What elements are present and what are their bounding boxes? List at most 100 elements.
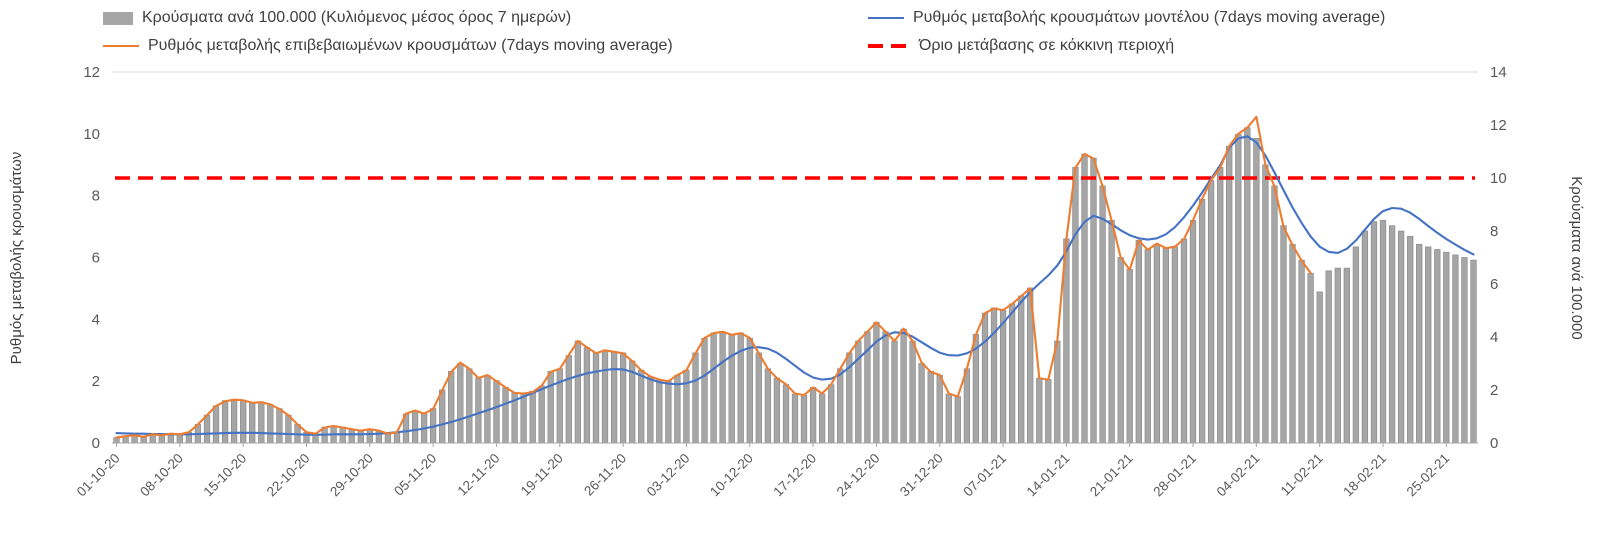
x-axis-tick-label: 28-01-21	[1150, 451, 1199, 500]
left-axis-tick-label: 6	[92, 250, 100, 267]
bar	[1235, 133, 1242, 444]
right-axis-tick-label: 4	[1490, 329, 1498, 346]
bar	[656, 379, 663, 444]
bars-series	[113, 127, 1477, 444]
left-axis-tick-label: 8	[92, 188, 100, 205]
bar	[954, 396, 961, 444]
legend-item-model-line: Ρυθμός μεταβολής κρουσμάτων μοντέλου (7d…	[868, 6, 1385, 30]
bar	[1397, 230, 1405, 444]
x-axis-tick-label: 18-02-21	[1340, 451, 1389, 500]
model-line	[115, 135, 1475, 436]
bar	[448, 371, 455, 444]
bar	[719, 331, 726, 444]
bar	[1244, 127, 1251, 444]
bar	[674, 375, 681, 444]
bar	[909, 340, 916, 444]
bar	[1461, 257, 1468, 444]
bar	[475, 377, 482, 444]
bar	[1008, 303, 1016, 444]
bar	[1171, 246, 1179, 444]
left-axis-tick-label: 0	[92, 435, 100, 452]
bar	[258, 401, 265, 444]
bar	[529, 390, 536, 444]
bar	[1135, 239, 1142, 444]
bar	[1180, 238, 1188, 444]
bar	[1090, 157, 1097, 444]
bar	[782, 384, 790, 444]
x-axis-tick-label: 03-12-20	[644, 451, 693, 500]
bar	[1162, 247, 1170, 444]
x-axis-tick-label: 21-01-21	[1087, 451, 1136, 500]
right-axis-ticks: 0 2 4 6 8 10 12 14	[1490, 64, 1507, 452]
legend-item-threshold: Όριο μετάβασης σε κόκκινη περιοχή	[868, 34, 1174, 58]
right-axis-title: Κρούσματα ανά 100.000	[1568, 176, 1585, 339]
left-axis-title: Ρυθμός μεταβολής κρουσμάτων	[8, 152, 25, 365]
bar	[1379, 220, 1387, 444]
bar	[1045, 379, 1052, 444]
bar	[1153, 243, 1161, 444]
x-axis-tick-label: 31-12-20	[897, 451, 946, 500]
bar	[1452, 254, 1459, 444]
bar	[1370, 221, 1378, 444]
x-axis-tick-label: 11-02-21	[1278, 451, 1326, 499]
legend-item-confirmed-line: Ρυθμός μεταβολής επιβεβαιωμένων κρουσμάτ…	[103, 34, 673, 58]
legend-item-bars: Κρούσματα ανά 100.000 (Κυλιόμενος μέσος …	[103, 6, 571, 30]
x-axis-tick-label: 25-02-21	[1404, 451, 1453, 500]
bar	[1018, 295, 1025, 444]
bar	[1407, 235, 1414, 444]
bar	[710, 332, 717, 444]
left-axis-tick-label: 2	[92, 373, 100, 390]
x-axis-tick-label: 04-02-21	[1214, 451, 1263, 500]
legend-label-confirmed-line: Ρυθμός μεταβολής επιβεβαιωμένων κρουσμάτ…	[148, 37, 673, 54]
model-line-swatch-icon	[868, 16, 904, 20]
bar	[1434, 249, 1441, 444]
bar	[1189, 220, 1197, 444]
bar	[999, 310, 1007, 444]
x-axis-tick-label: 17-12-20	[770, 451, 819, 500]
right-axis-tick-label: 10	[1490, 170, 1507, 187]
bar	[936, 375, 943, 444]
bar	[1108, 220, 1115, 444]
bar	[1416, 243, 1423, 444]
bar	[457, 363, 464, 444]
bar	[1081, 153, 1088, 444]
bar	[1099, 185, 1106, 444]
bar	[1316, 291, 1323, 444]
bar	[927, 371, 934, 444]
bar	[1307, 273, 1314, 444]
x-axis-tick-label: 14-01-21	[1024, 451, 1073, 500]
bar	[683, 369, 690, 444]
bar	[1226, 145, 1233, 444]
legend-label-threshold: Όριο μετάβασης σε κόκκινη περιοχή	[919, 37, 1175, 54]
bar	[538, 385, 545, 444]
bar	[203, 414, 211, 444]
x-axis-tick-label: 24-12-20	[834, 451, 883, 500]
bar	[1271, 185, 1278, 444]
bar	[601, 349, 609, 444]
bar	[665, 380, 672, 444]
bar	[240, 400, 247, 444]
right-axis-tick-label: 2	[1490, 382, 1498, 399]
bar	[249, 402, 256, 444]
bar	[1298, 259, 1305, 444]
bar	[212, 405, 220, 444]
bar	[746, 337, 753, 444]
bar	[439, 389, 446, 444]
bar	[891, 340, 898, 444]
bar	[638, 369, 645, 444]
bar	[1280, 225, 1287, 444]
left-axis-tick-label: 10	[83, 126, 100, 143]
x-axis-ticks: 01-10-20 08-10-20 15-10-20 22-10-20 29-10-20…	[74, 443, 1453, 500]
bar	[357, 430, 364, 444]
bar	[393, 432, 401, 444]
bar	[882, 331, 889, 444]
right-axis-tick-label: 6	[1490, 276, 1498, 293]
bar	[230, 398, 238, 444]
bar-swatch-icon	[103, 11, 133, 25]
bar	[276, 408, 283, 444]
x-axis-tick-label: 15-10-20	[200, 451, 249, 500]
bar	[1217, 167, 1224, 444]
x-axis-tick-label: 29-10-20	[327, 451, 376, 500]
